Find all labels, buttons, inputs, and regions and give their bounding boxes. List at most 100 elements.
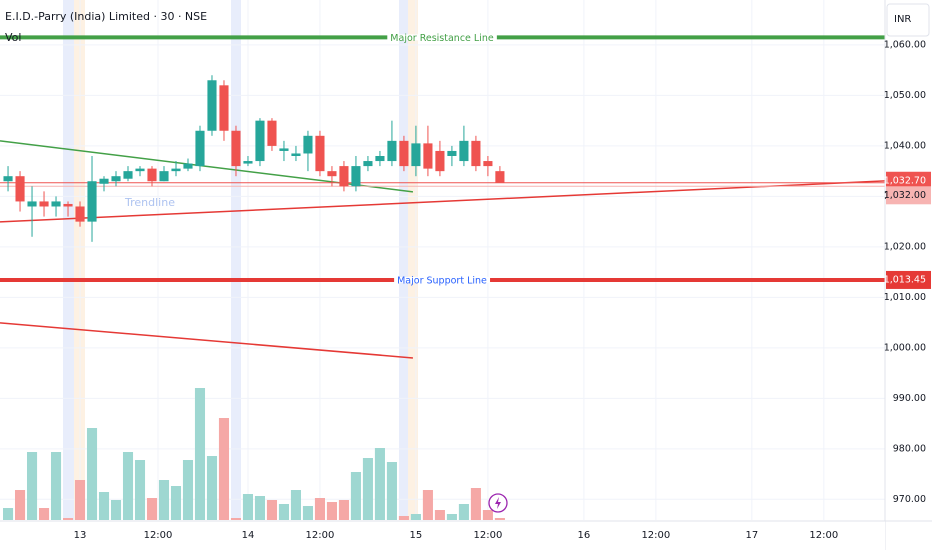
volume-bar — [398, 516, 409, 520]
price-label: 1,013.45 — [884, 274, 926, 285]
candle-body — [207, 80, 217, 131]
candle-body — [327, 171, 337, 177]
level-line-label: Major Resistance Line — [390, 33, 494, 44]
candle-body — [495, 171, 505, 183]
y-tick-label: 1,020.00 — [884, 241, 926, 252]
volume-bar — [350, 472, 361, 520]
candle-body — [243, 161, 253, 164]
candle-body — [51, 201, 61, 207]
session-band — [231, 0, 241, 520]
time-axis-panel — [0, 521, 885, 550]
volume-bar — [50, 452, 62, 520]
volume-bar — [194, 388, 206, 520]
volume-bar — [434, 510, 445, 520]
trendline — [0, 322, 413, 359]
volume-bar — [2, 508, 14, 520]
session-band — [408, 0, 418, 520]
session-band — [63, 0, 74, 520]
x-tick-label: 16 — [578, 530, 591, 541]
volume-bar — [206, 456, 218, 520]
annotation-text: Trendline — [124, 196, 175, 209]
volume-bar — [338, 500, 349, 520]
volume-bar — [266, 500, 278, 520]
currency-button[interactable] — [886, 3, 930, 37]
candle-body — [459, 140, 469, 162]
x-tick-label: 12:00 — [809, 530, 838, 541]
volume-bar — [482, 510, 493, 520]
y-tick-label: 990.00 — [893, 393, 926, 404]
candle-body — [27, 201, 37, 207]
plot: Trendline Major Resistance Line Major Supp… — [0, 33, 886, 520]
x-tick-label: 15 — [410, 530, 423, 541]
candle-body — [87, 181, 97, 222]
volume-bar — [422, 490, 433, 520]
candle-body — [435, 150, 445, 172]
volume-bar — [26, 452, 38, 520]
x-tick-label: 17 — [745, 530, 758, 541]
x-tick-label: 12:00 — [641, 530, 670, 541]
candle-body — [75, 206, 85, 222]
volume-bar — [86, 428, 98, 520]
volume-bar — [110, 500, 122, 520]
level-line-label: Major Support Line — [397, 275, 487, 286]
y-tick-label: 1,040.00 — [884, 140, 926, 151]
candle-body — [351, 166, 361, 187]
y-tick-label: 1,060.00 — [884, 39, 926, 50]
volume-bar — [182, 460, 194, 520]
volume-bar — [446, 514, 457, 520]
volume-title: Vol — [5, 31, 21, 44]
session-bands — [63, 0, 418, 520]
candle-body — [291, 153, 301, 156]
volume-bar — [74, 480, 86, 520]
candle-body — [447, 150, 457, 156]
candle-body — [15, 176, 25, 202]
volume-bar — [470, 488, 481, 520]
candle-body — [471, 140, 481, 167]
session-band — [399, 0, 408, 520]
price-label-box — [886, 186, 931, 205]
volume-bar — [146, 498, 158, 520]
x-tick-label: 12:00 — [306, 530, 335, 541]
volume-bar — [62, 518, 74, 520]
candle-body — [39, 201, 49, 207]
volume-bar — [362, 458, 373, 520]
volume-bar — [326, 502, 337, 520]
candle-body — [159, 171, 169, 182]
volume-bar — [122, 452, 134, 520]
candle-body — [363, 161, 373, 167]
level-label-bg — [394, 276, 491, 283]
candle-body — [231, 130, 241, 167]
candle-body — [399, 140, 409, 167]
candle-body — [411, 143, 421, 167]
price-label-box — [886, 171, 931, 190]
session-band — [74, 0, 85, 520]
volume-bar — [494, 518, 505, 520]
candle-body — [123, 171, 133, 179]
volume-bar — [158, 480, 170, 520]
candle-body — [63, 203, 73, 207]
candle-body — [3, 176, 13, 182]
price-label-box — [886, 270, 931, 289]
price-label: 1,032.00 — [884, 190, 926, 201]
candle-body — [375, 156, 385, 162]
candle-body — [111, 176, 121, 182]
currency-label[interactable]: INR — [894, 14, 911, 25]
x-tick-label: 12:00 — [473, 530, 502, 541]
volume-bar — [134, 460, 146, 520]
volume-bar — [14, 490, 26, 520]
volume-bar — [230, 518, 242, 520]
y-tick-label: 1,000.00 — [884, 342, 926, 353]
volume-bar — [458, 504, 469, 520]
y-tick-label: 1,050.00 — [884, 90, 926, 101]
volume-bar — [410, 514, 421, 520]
candle-body — [147, 168, 157, 182]
volume-bar — [218, 418, 230, 520]
candle-body — [303, 135, 313, 154]
candle-body — [219, 85, 229, 131]
y-tick-label: 1,010.00 — [884, 292, 926, 303]
volume-bar — [38, 508, 50, 520]
volume-bar — [314, 498, 325, 520]
volume-bar — [98, 492, 110, 520]
volume-bar — [386, 462, 397, 520]
